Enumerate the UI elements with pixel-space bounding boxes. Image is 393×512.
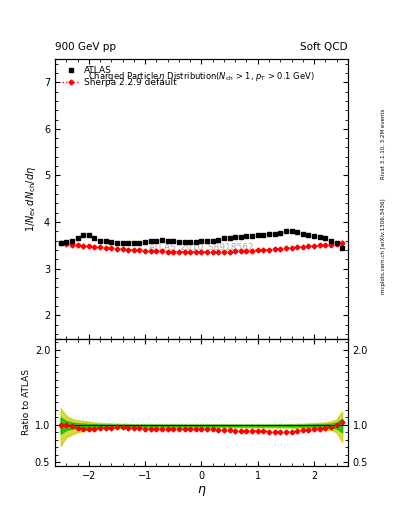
- X-axis label: $\eta$: $\eta$: [196, 483, 206, 498]
- Y-axis label: Ratio to ATLAS: Ratio to ATLAS: [22, 369, 31, 435]
- Text: ATLAS_2010_S8918562: ATLAS_2010_S8918562: [149, 242, 254, 251]
- Y-axis label: $1/N_\mathrm{ev}\,dN_\mathrm{ch}/d\eta$: $1/N_\mathrm{ev}\,dN_\mathrm{ch}/d\eta$: [24, 166, 39, 232]
- Legend: ATLAS, Sherpa 2.2.9 default: ATLAS, Sherpa 2.2.9 default: [59, 63, 179, 90]
- Text: Soft QCD: Soft QCD: [300, 42, 348, 52]
- Text: Rivet 3.1.10, 3.2M events: Rivet 3.1.10, 3.2M events: [381, 108, 386, 179]
- Text: mcplots.cern.ch [arXiv:1306.3436]: mcplots.cern.ch [arXiv:1306.3436]: [381, 198, 386, 293]
- Text: 900 GeV pp: 900 GeV pp: [55, 42, 116, 52]
- Text: Charged Particle$\,\eta$ Distribution($N_\mathrm{ch}$ > 1, $p_\mathrm{T}$ > 0.1 : Charged Particle$\,\eta$ Distribution($N…: [88, 70, 315, 83]
